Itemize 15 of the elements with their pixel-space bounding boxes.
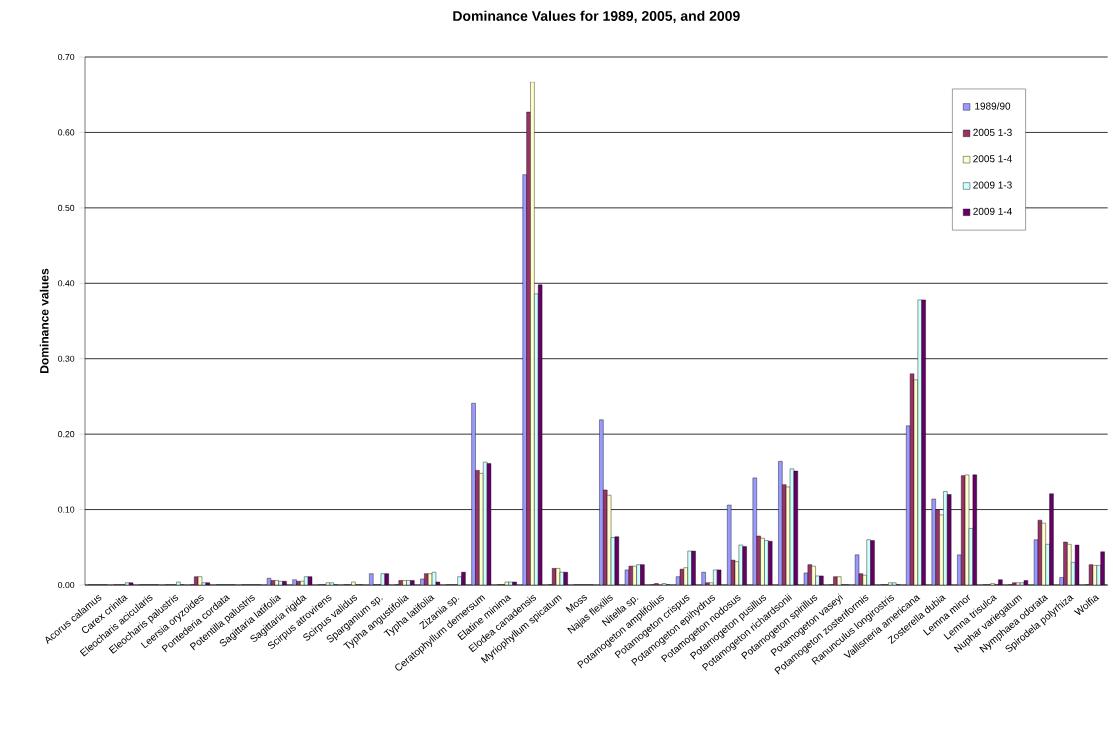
y-tick-label: 0.60 [58, 129, 75, 136]
y-tick-label: 0.30 [58, 355, 75, 362]
legend-label: 1989/90 [975, 102, 1011, 110]
legend-label: 2009 1-3 [973, 181, 1012, 189]
y-axis-title: Dominance values [39, 268, 49, 373]
y-tick-label: 0.40 [58, 280, 75, 287]
legend-label: 2009 1-4 [973, 207, 1012, 215]
y-tick-label: 0.20 [58, 431, 75, 438]
y-tick-label: 0.10 [58, 506, 75, 513]
legend-label: 2005 1-4 [973, 155, 1012, 163]
y-tick-label: 0.00 [58, 581, 75, 589]
legend-label: 2005 1-3 [973, 128, 1012, 136]
chart-title: Dominance Values for 1989, 2005, and 2009 [453, 10, 740, 23]
y-tick-label: 0.70 [58, 53, 75, 61]
y-tick-label: 0.50 [58, 204, 75, 211]
